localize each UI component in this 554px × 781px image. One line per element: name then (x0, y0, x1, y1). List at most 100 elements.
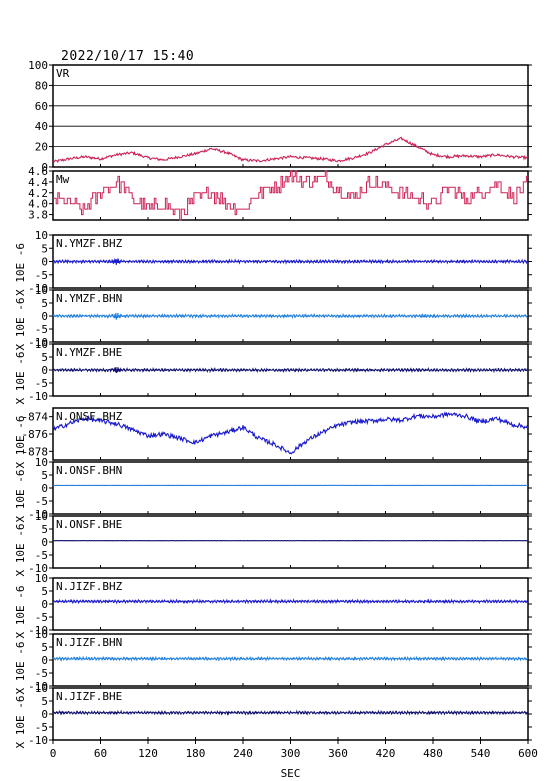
panel-vr-series (52, 136, 529, 163)
y-axis-unit-label: X 10E -6 (14, 642, 27, 695)
y-tick-label: 4.0 (28, 198, 48, 211)
panel-mw-series (53, 170, 528, 221)
y-tick-label: 5 (41, 695, 48, 708)
panel-n-jizf-bhz-frame (52, 577, 529, 631)
y-tick-label: -5 (35, 667, 48, 680)
y-tick-label: 0 (41, 654, 48, 667)
y-tick-label: 10 (35, 510, 48, 523)
panel-n-onsf-bhe-frame (52, 515, 529, 569)
y-tick-label: 20 (35, 141, 48, 154)
y-tick-label: 0 (41, 161, 48, 174)
y-axis-unit-label: X 10E -6 (14, 696, 27, 749)
x-tick-label: 360 (328, 747, 348, 760)
y-tick-label: -5 (35, 269, 48, 282)
panel-vr-frame (52, 64, 529, 168)
y-tick-label: 5 (41, 585, 48, 598)
panel-n-ymzf-bhn-series (52, 312, 529, 320)
panel-n-ymzf-bhz-title: N.YMZF.BHZ (56, 237, 123, 250)
y-axis-unit-label: X 10E -6 (14, 416, 27, 469)
y-axis-unit-label: X 10E -6 (14, 470, 27, 523)
y-tick-label: -5 (35, 323, 48, 336)
panel-n-jizf-bhz-series (52, 598, 529, 605)
panel-n-onsf-bhz-series (52, 411, 529, 455)
y-tick-label: 10 (35, 456, 48, 469)
panel-n-jizf-bhn-title: N.JIZF.BHN (56, 636, 122, 649)
y-tick-label: 5 (41, 523, 48, 536)
y-tick-label: -10 (28, 282, 48, 295)
y-tick-label: -5 (35, 377, 48, 390)
y-tick-label: -10 (28, 562, 48, 575)
x-tick-label: 60 (94, 747, 107, 760)
y-tick-label: 5 (41, 351, 48, 364)
y-tick-label: 5 (41, 641, 48, 654)
y-tick-label: -5 (35, 549, 48, 562)
y-tick-label: 40 (35, 120, 48, 133)
y-tick-label: 0 (41, 536, 48, 549)
panel-n-ymzf-bhz-series (52, 257, 529, 265)
y-tick-label: -10 (28, 336, 48, 349)
y-tick-label: 10 (35, 338, 48, 351)
y-tick-label: 0 (41, 482, 48, 495)
y-tick-label: -874 (22, 411, 49, 424)
panel-n-jizf-bhn-series (52, 655, 529, 663)
panel-n-jizf-bhz-title: N.JIZF.BHZ (56, 580, 123, 593)
x-tick-label: 180 (186, 747, 206, 760)
y-tick-label: 5 (41, 297, 48, 310)
y-tick-label: -10 (28, 680, 48, 693)
y-tick-label: -10 (28, 734, 48, 747)
y-tick-label: 60 (35, 100, 48, 113)
y-tick-label: 4.2 (28, 187, 48, 200)
panel-n-onsf-bhn-frame (52, 461, 529, 515)
y-tick-label: 4.4 (28, 176, 48, 189)
y-tick-label: -10 (28, 508, 48, 521)
y-tick-label: 10 (35, 572, 48, 585)
y-tick-label: 0 (41, 364, 48, 377)
x-tick-label: 300 (281, 747, 301, 760)
y-tick-label: 80 (35, 79, 48, 92)
y-tick-label: -5 (35, 611, 48, 624)
panel-n-ymzf-bhe-series (52, 366, 529, 374)
panel-n-onsf-bhz-title: N.ONSF.BHZ (56, 410, 123, 423)
y-tick-label: 0 (41, 256, 48, 269)
x-tick-label: 540 (471, 747, 491, 760)
x-tick-label: 600 (518, 747, 538, 760)
y-tick-label: 5 (41, 242, 48, 255)
y-tick-label: 0 (41, 310, 48, 323)
y-axis-unit-label: X 10E -6 (14, 243, 27, 296)
y-tick-label: 10 (35, 628, 48, 641)
panel-vr-title: VR (56, 67, 70, 80)
y-axis-unit-label: X 10E -6 (14, 586, 27, 639)
panel-n-jizf-bhe-series (52, 709, 528, 716)
y-tick-label: -5 (35, 495, 48, 508)
y-axis-unit-label: X 10E -6 (14, 524, 27, 577)
y-tick-label: 0 (41, 598, 48, 611)
y-tick-label: 100 (28, 59, 48, 72)
y-tick-label: 0 (41, 708, 48, 721)
panel-n-onsf-bhe-title: N.ONSF.BHE (56, 518, 122, 531)
y-tick-label: 10 (35, 229, 48, 242)
x-tick-label: 480 (423, 747, 443, 760)
y-tick-label: -878 (22, 445, 49, 458)
y-tick-label: -10 (28, 624, 48, 637)
panel-n-ymzf-bhn-title: N.YMZF.BHN (56, 292, 122, 305)
y-axis-unit-label: X 10E -6 (14, 352, 27, 405)
x-axis-label: SEC (281, 767, 301, 780)
y-tick-label: 4.6 (28, 165, 48, 178)
x-tick-label: 120 (138, 747, 158, 760)
x-tick-label: 0 (50, 747, 57, 760)
y-tick-label: 5 (41, 469, 48, 482)
timestamp: 2022/10/17 15:40 (61, 49, 195, 64)
panel-n-ymzf-bhe-title: N.YMZF.BHE (56, 346, 122, 359)
panel-mw-title: Mw (56, 173, 70, 186)
panel-n-onsf-bhn-title: N.ONSF.BHN (56, 464, 122, 477)
y-tick-label: 10 (35, 284, 48, 297)
y-tick-label: 3.8 (28, 209, 48, 222)
y-tick-label: -876 (22, 428, 49, 441)
y-tick-label: 10 (35, 682, 48, 695)
y-tick-label: -5 (35, 721, 48, 734)
panel-n-jizf-bhe-title: N.JIZF.BHE (56, 690, 122, 703)
y-tick-label: -10 (28, 390, 48, 403)
y-axis-unit-label: X 10E -6 (14, 298, 27, 351)
x-tick-label: 420 (376, 747, 396, 760)
